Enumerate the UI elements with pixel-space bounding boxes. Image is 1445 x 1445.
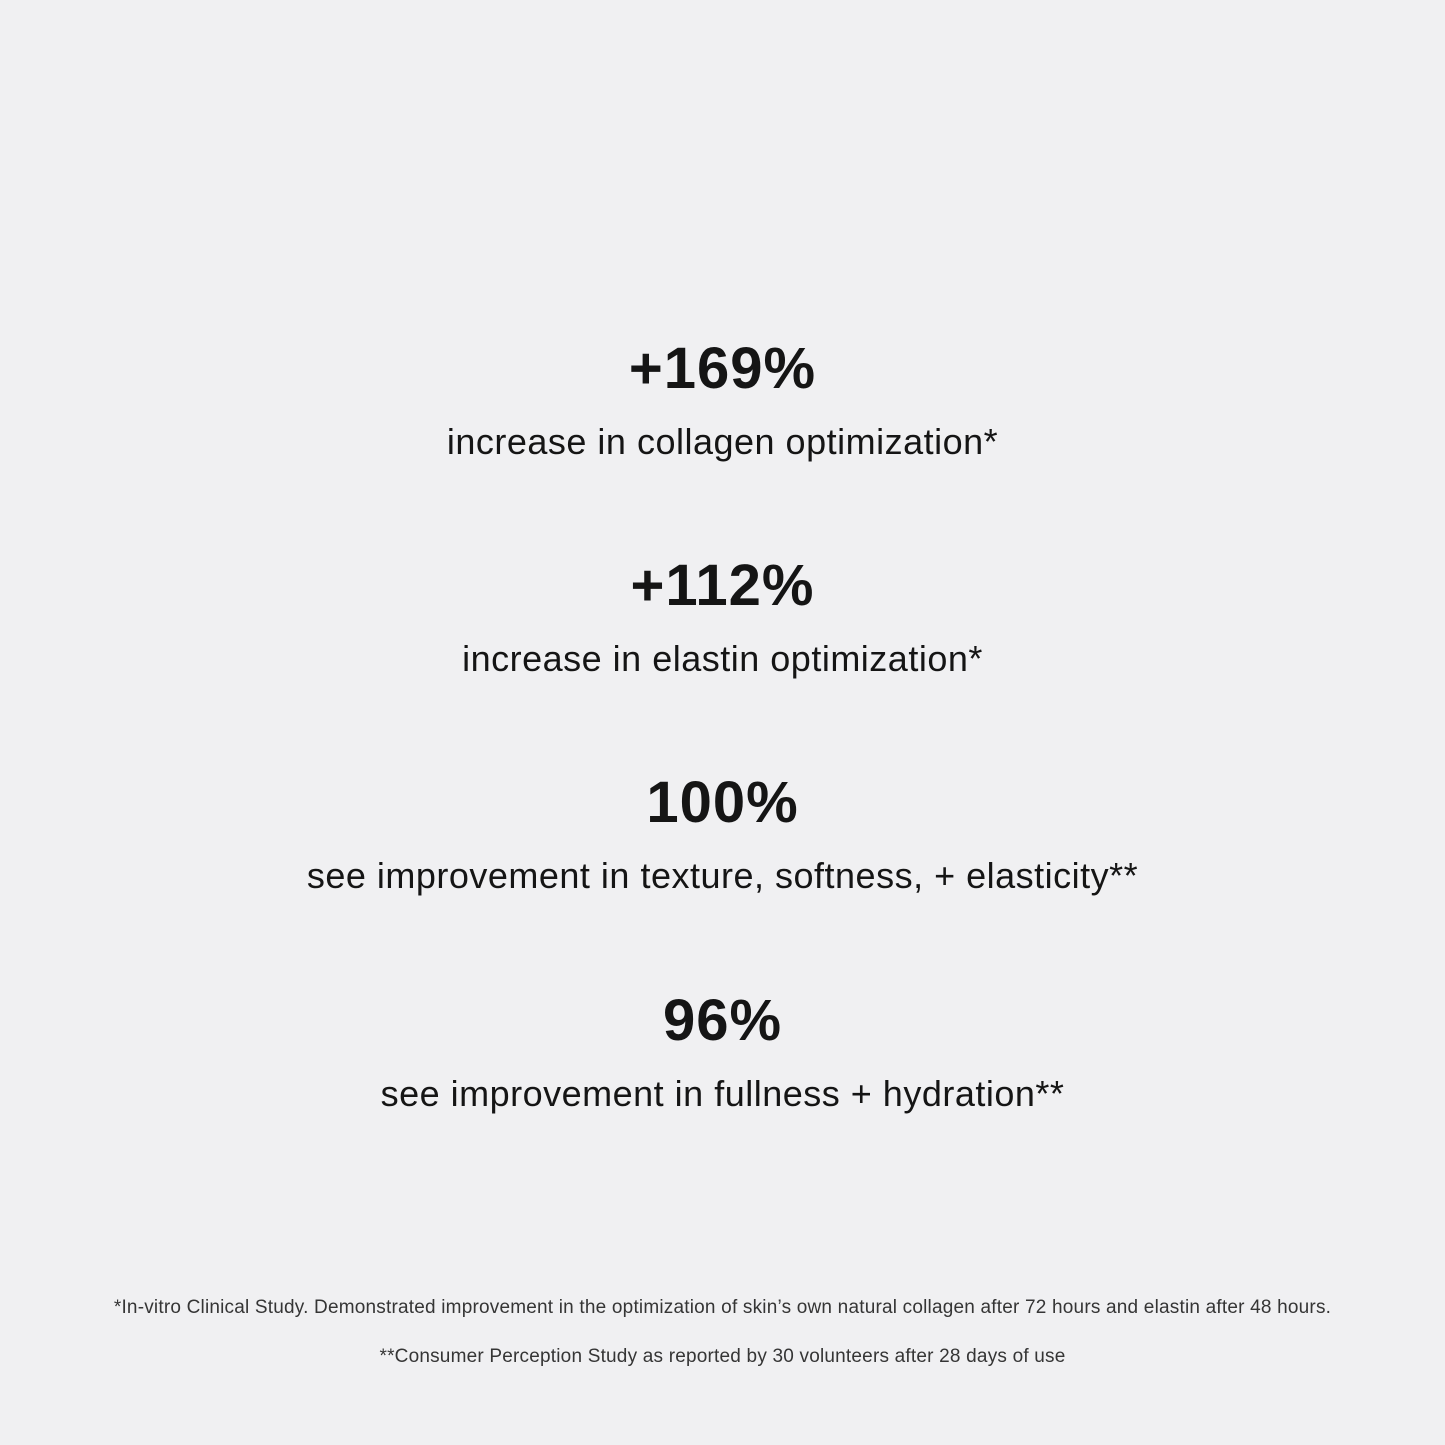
stats-list: +169% increase in collagen optimization*… [0,340,1445,1115]
stat-value-elastin: +112% [630,553,815,619]
stat-label-texture: see improvement in texture, softness, + … [306,855,1139,897]
footnotes: *In-vitro Clinical Study. Demonstrated i… [0,1296,1445,1394]
footnote-consumer-study: **Consumer Perception Study as reported … [379,1346,1066,1367]
stat-texture: 100% see improvement in texture, softnes… [0,774,1445,897]
stat-label-collagen: increase in collagen optimization* [446,421,999,462]
stat-label-fullness: see improvement in fullness + hydration*… [380,1072,1065,1114]
stat-label-elastin: increase in elastin optimization* [462,638,983,680]
stat-fullness: 96% see improvement in fullness + hydrat… [0,987,1445,1115]
stat-value-collagen: +169% [628,336,817,401]
stat-collagen: +169% increase in collagen optimization* [0,340,1445,463]
stat-value-fullness: 96% [662,987,783,1053]
stat-elastin: +112% increase in elastin optimization* [0,557,1445,680]
stat-value-texture: 100% [646,770,799,836]
footnote-clinical-study: *In-vitro Clinical Study. Demonstrated i… [113,1297,1332,1318]
